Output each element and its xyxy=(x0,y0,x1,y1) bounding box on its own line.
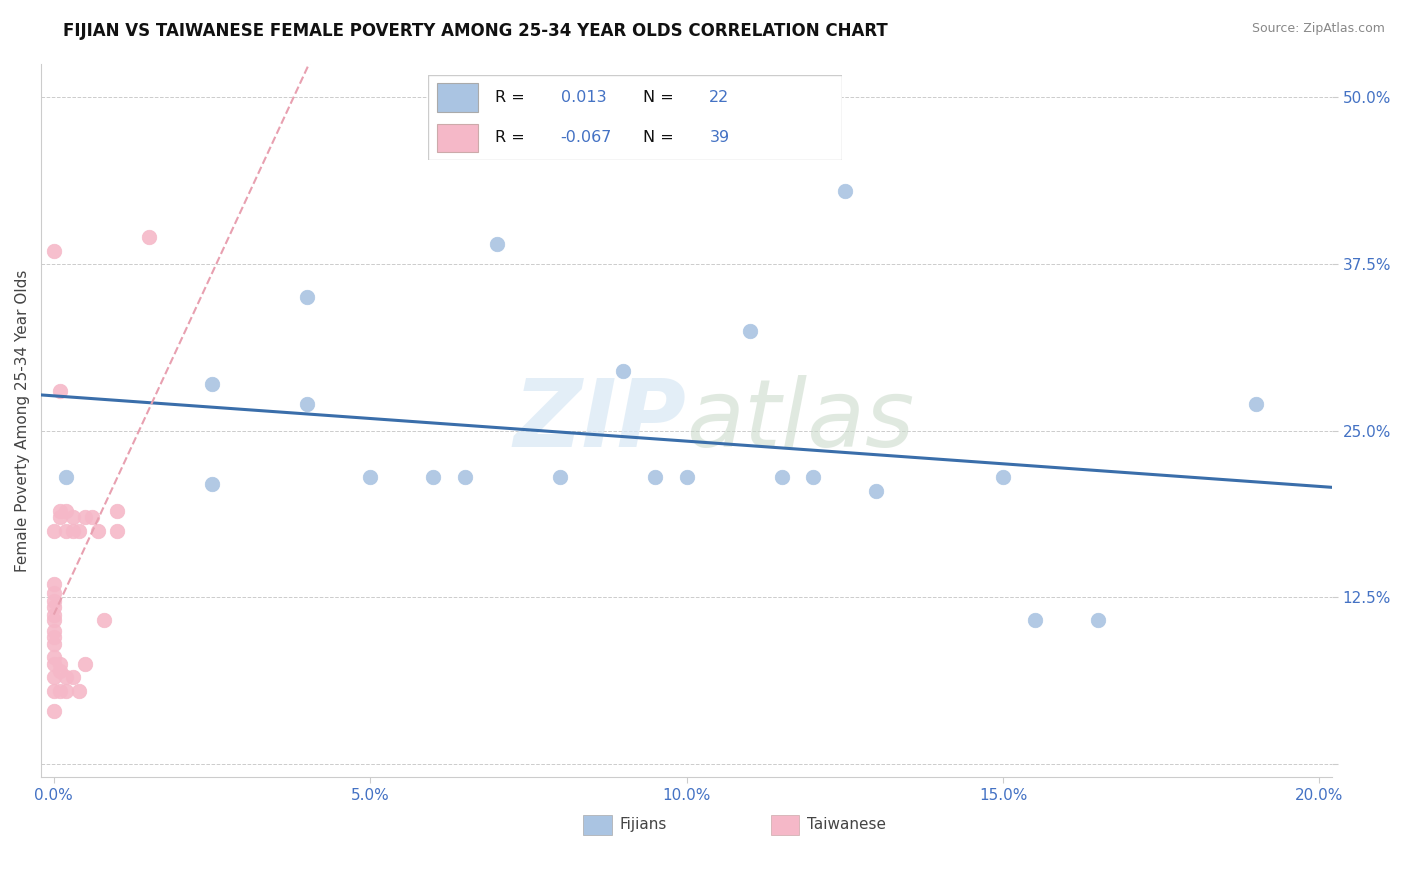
Point xyxy=(75,510,97,524)
Point xyxy=(42,586,65,600)
Point xyxy=(675,470,697,484)
Point xyxy=(105,504,128,518)
Point xyxy=(42,524,65,538)
Text: Source: ZipAtlas.com: Source: ZipAtlas.com xyxy=(1251,22,1385,36)
Text: Fijians: Fijians xyxy=(620,817,666,832)
Point xyxy=(42,607,65,622)
Point xyxy=(295,397,318,411)
Point xyxy=(93,613,115,627)
Text: ZIP: ZIP xyxy=(513,375,686,467)
Point xyxy=(454,470,477,484)
Point xyxy=(42,683,65,698)
Point xyxy=(49,664,72,678)
Point xyxy=(42,594,65,608)
Point xyxy=(138,230,160,244)
Point xyxy=(42,613,65,627)
FancyBboxPatch shape xyxy=(583,814,612,835)
Point xyxy=(87,524,110,538)
Point xyxy=(42,670,65,684)
Text: FIJIAN VS TAIWANESE FEMALE POVERTY AMONG 25-34 YEAR OLDS CORRELATION CHART: FIJIAN VS TAIWANESE FEMALE POVERTY AMONG… xyxy=(63,22,889,40)
Point xyxy=(80,510,103,524)
Y-axis label: Female Poverty Among 25-34 Year Olds: Female Poverty Among 25-34 Year Olds xyxy=(15,269,30,572)
Point xyxy=(42,577,65,591)
Point xyxy=(42,244,65,258)
Point xyxy=(49,510,72,524)
Point xyxy=(62,524,84,538)
Point xyxy=(49,657,72,672)
Point xyxy=(75,657,97,672)
Point xyxy=(67,683,90,698)
Point xyxy=(42,624,65,638)
Point xyxy=(55,470,77,484)
Point xyxy=(801,470,824,484)
Point xyxy=(738,324,761,338)
Point xyxy=(1087,613,1109,627)
Point xyxy=(991,470,1014,484)
Point xyxy=(49,504,72,518)
Point xyxy=(105,524,128,538)
Point xyxy=(1024,613,1046,627)
Point xyxy=(359,470,381,484)
Point xyxy=(770,470,793,484)
Point xyxy=(62,510,84,524)
Point xyxy=(612,364,634,378)
Point xyxy=(49,683,72,698)
Point xyxy=(42,704,65,718)
Point xyxy=(49,384,72,398)
Point xyxy=(548,470,571,484)
Point xyxy=(42,637,65,651)
Point xyxy=(865,483,887,498)
Point xyxy=(422,470,444,484)
Point xyxy=(201,477,224,491)
Point xyxy=(55,683,77,698)
Point xyxy=(55,524,77,538)
Point xyxy=(1244,397,1267,411)
Point xyxy=(42,599,65,614)
Point xyxy=(42,631,65,645)
Point xyxy=(42,657,65,672)
Point xyxy=(67,524,90,538)
Point xyxy=(42,650,65,665)
Text: atlas: atlas xyxy=(686,376,915,467)
Point xyxy=(295,290,318,304)
Text: Taiwanese: Taiwanese xyxy=(807,817,886,832)
Point xyxy=(834,184,856,198)
Point xyxy=(644,470,666,484)
Point xyxy=(55,670,77,684)
FancyBboxPatch shape xyxy=(770,814,799,835)
Point xyxy=(485,237,508,252)
Point xyxy=(201,377,224,392)
Point xyxy=(62,670,84,684)
Point xyxy=(55,504,77,518)
